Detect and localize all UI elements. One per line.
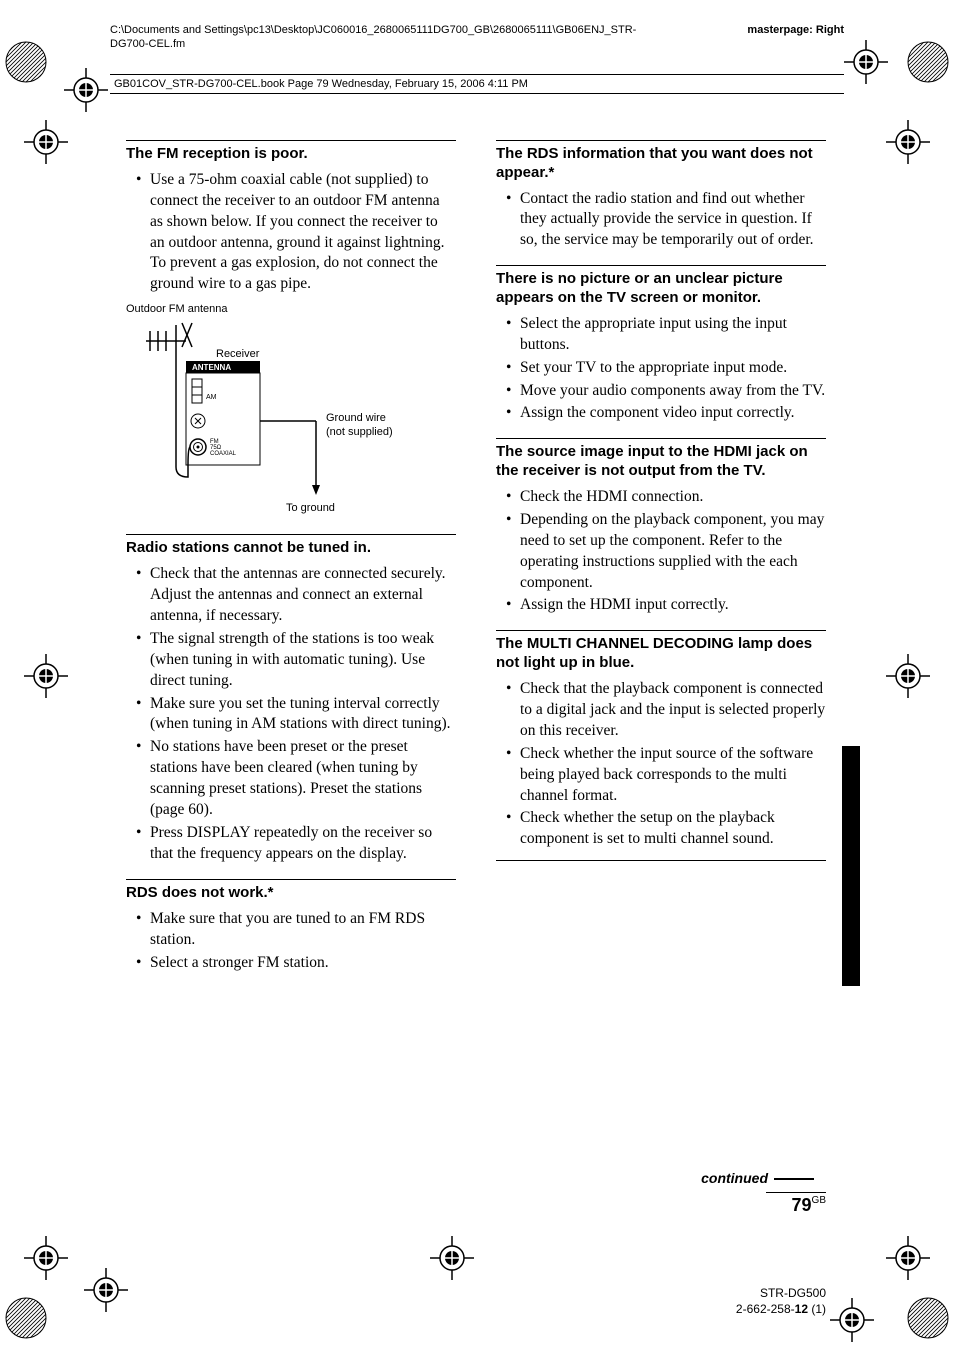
bullet-list: Make sure that you are tuned to an FM RD… [126,909,456,974]
section-title: The MULTI CHANNEL DECODING lamp does not… [496,635,826,673]
section-divider [496,438,826,439]
bullet-item: Press DISPLAY repeatedly on the receiver… [150,823,456,865]
bullet-item: Select a stronger FM station. [150,953,456,974]
registration-cross-icon [830,1298,874,1342]
bullet-list: Select the appropriate input using the i… [496,314,826,425]
page-number: 79GB [766,1192,826,1216]
bullet-item: Make sure you set the tuning interval co… [150,694,456,736]
section-divider [496,140,826,141]
bullet-item: Assign the HDMI input correctly. [520,595,826,616]
bullet-item: No stations have been preset or the pres… [150,737,456,821]
bullet-item: Depending on the playback component, you… [520,510,826,594]
svg-text:COAXIAL: COAXIAL [210,451,237,457]
registration-cross-icon [24,654,68,698]
section-divider [126,879,456,880]
masterpage-label: masterpage: Right [747,24,844,38]
bullet-item: Check whether the input source of the so… [520,744,826,807]
bullet-item: Check the HDMI connection. [520,487,826,508]
svg-text:(not supplied): (not supplied) [326,426,393,438]
registration-cross-icon [64,68,108,112]
bullet-item: Check that the antennas are connected se… [150,564,456,627]
right-section: The MULTI CHANNEL DECODING lamp does not… [496,630,826,861]
left-section: Radio stations cannot be tuned in. Check … [126,534,456,865]
header: C:\Documents and Settings\pc13\Desktop\J… [110,24,844,52]
registration-hatch-icon [4,1296,48,1340]
page-number-value: 79 [792,1195,812,1215]
bullet-list: Contact the radio station and find out w… [496,189,826,252]
registration-cross-icon [886,654,930,698]
left-section: RDS does not work.* Make sure that you ar… [126,879,456,974]
bullet-item: Set your TV to the appropriate input mod… [520,358,826,379]
bullet-item: Check that the playback component is con… [520,679,826,742]
file-path: C:\Documents and Settings\pc13\Desktop\J… [110,24,670,52]
section-bottom-divider [496,860,826,861]
bookline: GB01COV_STR-DG700-CEL.book Page 79 Wedne… [110,74,844,94]
footer-code: 2-662-258-12 (1) [736,1302,826,1318]
bullet-list: Use a 75-ohm coaxial cable (not supplied… [126,170,456,296]
bullet-item: Assign the component video input correct… [520,403,826,424]
content-area: The FM reception is poor. Use a 75-ohm co… [126,140,826,987]
svg-text:AM: AM [206,394,217,401]
registration-cross-icon [24,120,68,164]
antenna-diagram-svg: Receiver ANTENNA AM FM 75Ω COAXIAL Groun… [126,317,436,517]
right-section: The source image input to the HDMI jack … [496,438,826,616]
bullet-list: Check that the antennas are connected se… [126,564,456,865]
registration-cross-icon [84,1268,128,1312]
antenna-diagram: Outdoor FM antenna Receiver ANTENNA AM [126,303,456,520]
bullet-item: Select the appropriate input using the i… [520,314,826,356]
continued-label: continued [701,1170,814,1186]
section-divider [496,630,826,631]
registration-cross-icon [886,120,930,164]
section-title: Radio stations cannot be tuned in. [126,539,456,558]
registration-hatch-icon [4,40,48,84]
section-divider [126,534,456,535]
bullet-item: Make sure that you are tuned to an FM RD… [150,909,456,951]
diagram-caption: Outdoor FM antenna [126,303,456,315]
side-tab-label: Additional Information [840,756,856,916]
section-title: The RDS information that you want does n… [496,145,826,183]
registration-hatch-icon [906,40,950,84]
bullet-list: Check that the playback component is con… [496,679,826,850]
section-divider [126,140,456,141]
bullet-item: Move your audio components away from the… [520,381,826,402]
bullet-item: Check whether the setup on the playback … [520,808,826,850]
section-title: The source image input to the HDMI jack … [496,443,826,481]
registration-cross-icon [24,1236,68,1280]
right-section: There is no picture or an unclear pictur… [496,265,826,424]
left-section: The FM reception is poor. Use a 75-ohm co… [126,140,456,520]
section-title: There is no picture or an unclear pictur… [496,270,826,308]
right-section: The RDS information that you want does n… [496,140,826,251]
registration-cross-icon [886,1236,930,1280]
section-title: The FM reception is poor. [126,145,456,164]
bullet-list: Check the HDMI connection.Depending on t… [496,487,826,617]
section-title: RDS does not work.* [126,884,456,903]
svg-text:Ground wire: Ground wire [326,412,386,424]
bullet-item: The signal strength of the stations is t… [150,629,456,692]
section-divider [496,265,826,266]
registration-hatch-icon [906,1296,950,1340]
page-number-suffix: GB [812,1195,826,1206]
right-column: The RDS information that you want does n… [496,140,826,987]
registration-cross-icon [430,1236,474,1280]
bullet-item: Contact the radio station and find out w… [520,189,826,252]
svg-text:ANTENNA: ANTENNA [192,363,231,372]
left-column: The FM reception is poor. Use a 75-ohm co… [126,140,456,987]
footer-model: STR-DG500 [736,1286,826,1302]
registration-cross-icon [844,40,888,84]
footer: STR-DG500 2-662-258-12 (1) [736,1286,826,1317]
svg-text:To ground: To ground [286,502,335,514]
svg-text:Receiver: Receiver [216,348,260,360]
bullet-item: Use a 75-ohm coaxial cable (not supplied… [150,170,456,296]
